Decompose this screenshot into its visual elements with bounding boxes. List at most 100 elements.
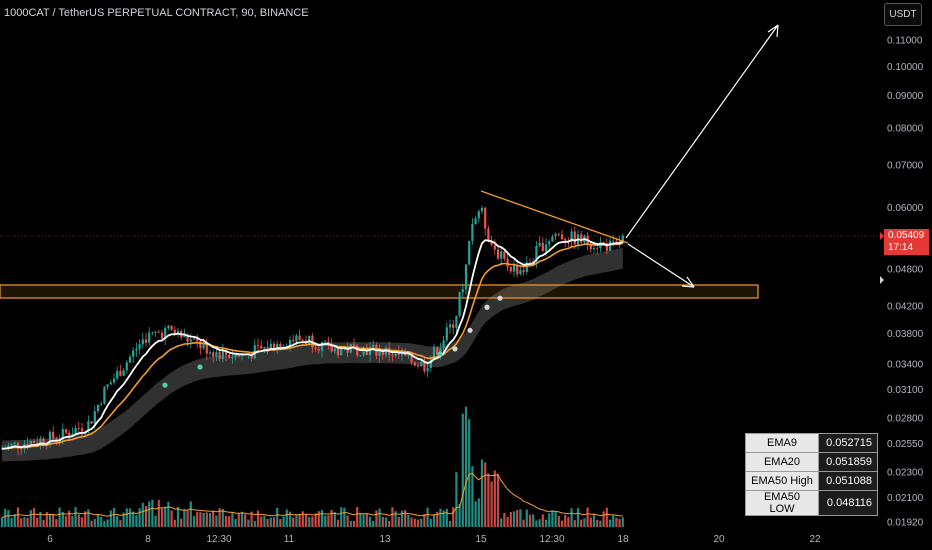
candle-body xyxy=(461,289,464,293)
volume-bar xyxy=(247,519,250,527)
volume-bar xyxy=(221,508,224,527)
candle-body xyxy=(410,352,413,363)
volume-bar xyxy=(196,511,199,527)
volume-bar xyxy=(119,520,122,527)
candle-body xyxy=(317,348,320,351)
volume-bar xyxy=(522,519,525,527)
candle-body xyxy=(266,347,269,351)
candle-body xyxy=(151,331,154,333)
candle-body xyxy=(202,343,205,349)
volume-bar xyxy=(250,511,253,527)
candle-body xyxy=(407,352,410,356)
candle-body xyxy=(90,421,93,424)
candle-body xyxy=(503,251,506,259)
support-zone xyxy=(0,284,759,299)
signal-dot xyxy=(467,327,473,333)
volume-bar xyxy=(554,511,557,527)
candle-body xyxy=(612,240,615,242)
candle-body xyxy=(138,344,141,350)
volume-bar xyxy=(535,520,538,527)
candle-body xyxy=(199,341,202,349)
volume-bar xyxy=(180,518,183,527)
candle-body xyxy=(535,245,538,262)
pullback-arrow-line xyxy=(627,243,695,288)
pullback-arrow-head xyxy=(681,276,695,288)
volume-bar xyxy=(138,508,141,527)
volume-bar xyxy=(567,517,570,527)
ema-label: EMA50 LOW xyxy=(745,490,819,516)
signal-dot xyxy=(452,346,458,352)
candle-body xyxy=(372,344,375,347)
volume-bar xyxy=(16,507,20,527)
volume-bar xyxy=(490,481,493,527)
volume-bar xyxy=(74,507,77,527)
candle-body xyxy=(615,240,618,242)
candle-body xyxy=(269,343,272,351)
volume-bar xyxy=(432,514,436,527)
candle-body xyxy=(487,228,490,242)
candle-body xyxy=(132,350,135,357)
ema-value: 0.051859 xyxy=(818,452,878,472)
candle-body xyxy=(103,386,106,404)
candle-body xyxy=(394,350,397,356)
candle-body xyxy=(368,346,372,355)
candle-body xyxy=(157,331,160,333)
candle-body xyxy=(445,327,448,341)
candle-body xyxy=(413,362,416,366)
volume-bar xyxy=(116,515,119,527)
candle-body xyxy=(154,331,157,333)
volume-bar xyxy=(336,519,340,527)
ema9-line xyxy=(1,238,624,450)
price-tick-label: 0.02550 xyxy=(887,439,924,450)
candle-body xyxy=(192,338,196,340)
volume-bar xyxy=(0,517,4,527)
candle-body xyxy=(36,443,39,445)
volume-bar xyxy=(276,507,279,527)
candle-body xyxy=(176,330,180,334)
volume-bar xyxy=(343,507,346,527)
volume-bar xyxy=(605,507,608,527)
volume-bar xyxy=(429,518,432,527)
volume-bar xyxy=(327,515,330,527)
candle-body xyxy=(215,352,218,357)
candle-body xyxy=(32,440,36,444)
volume-bar xyxy=(125,508,128,527)
candle-body xyxy=(20,448,23,450)
candle-body xyxy=(196,338,199,342)
candle-body xyxy=(125,362,128,371)
volume-bar xyxy=(186,510,189,527)
volume-bar xyxy=(100,516,103,527)
time-tick-label: 22 xyxy=(809,534,821,545)
currency-button[interactable]: USDT xyxy=(884,3,922,26)
candle-body xyxy=(519,270,522,275)
candle-body xyxy=(170,325,173,330)
volume-bar xyxy=(173,519,176,527)
volume-bar xyxy=(528,514,532,527)
candle-body xyxy=(295,335,298,342)
price-tick-label: 0.11000 xyxy=(887,36,923,47)
volume-bar xyxy=(397,516,400,527)
candle-body xyxy=(448,324,452,328)
volume-bar xyxy=(346,515,349,527)
volume-bar xyxy=(503,512,506,527)
candle-body xyxy=(144,339,148,343)
volume-bar xyxy=(573,520,576,527)
volume-bar xyxy=(304,514,308,527)
volume-bar xyxy=(618,519,621,527)
volume-bar xyxy=(285,509,288,527)
volume-bar xyxy=(20,518,23,527)
candle-body xyxy=(272,343,276,351)
price-tick-label: 0.07000 xyxy=(887,160,924,171)
candle-body xyxy=(276,344,279,351)
candle-body xyxy=(308,335,311,344)
candle-body xyxy=(16,442,20,449)
volume-bar xyxy=(45,511,48,527)
candle-body xyxy=(77,427,80,429)
volume-bar xyxy=(506,516,509,527)
volume-bar xyxy=(202,512,205,527)
ema-row: EMA50 High 0.051088 xyxy=(745,471,878,491)
volume-bar xyxy=(538,519,541,527)
descending-trendline xyxy=(480,190,629,244)
candle-body xyxy=(320,342,324,351)
